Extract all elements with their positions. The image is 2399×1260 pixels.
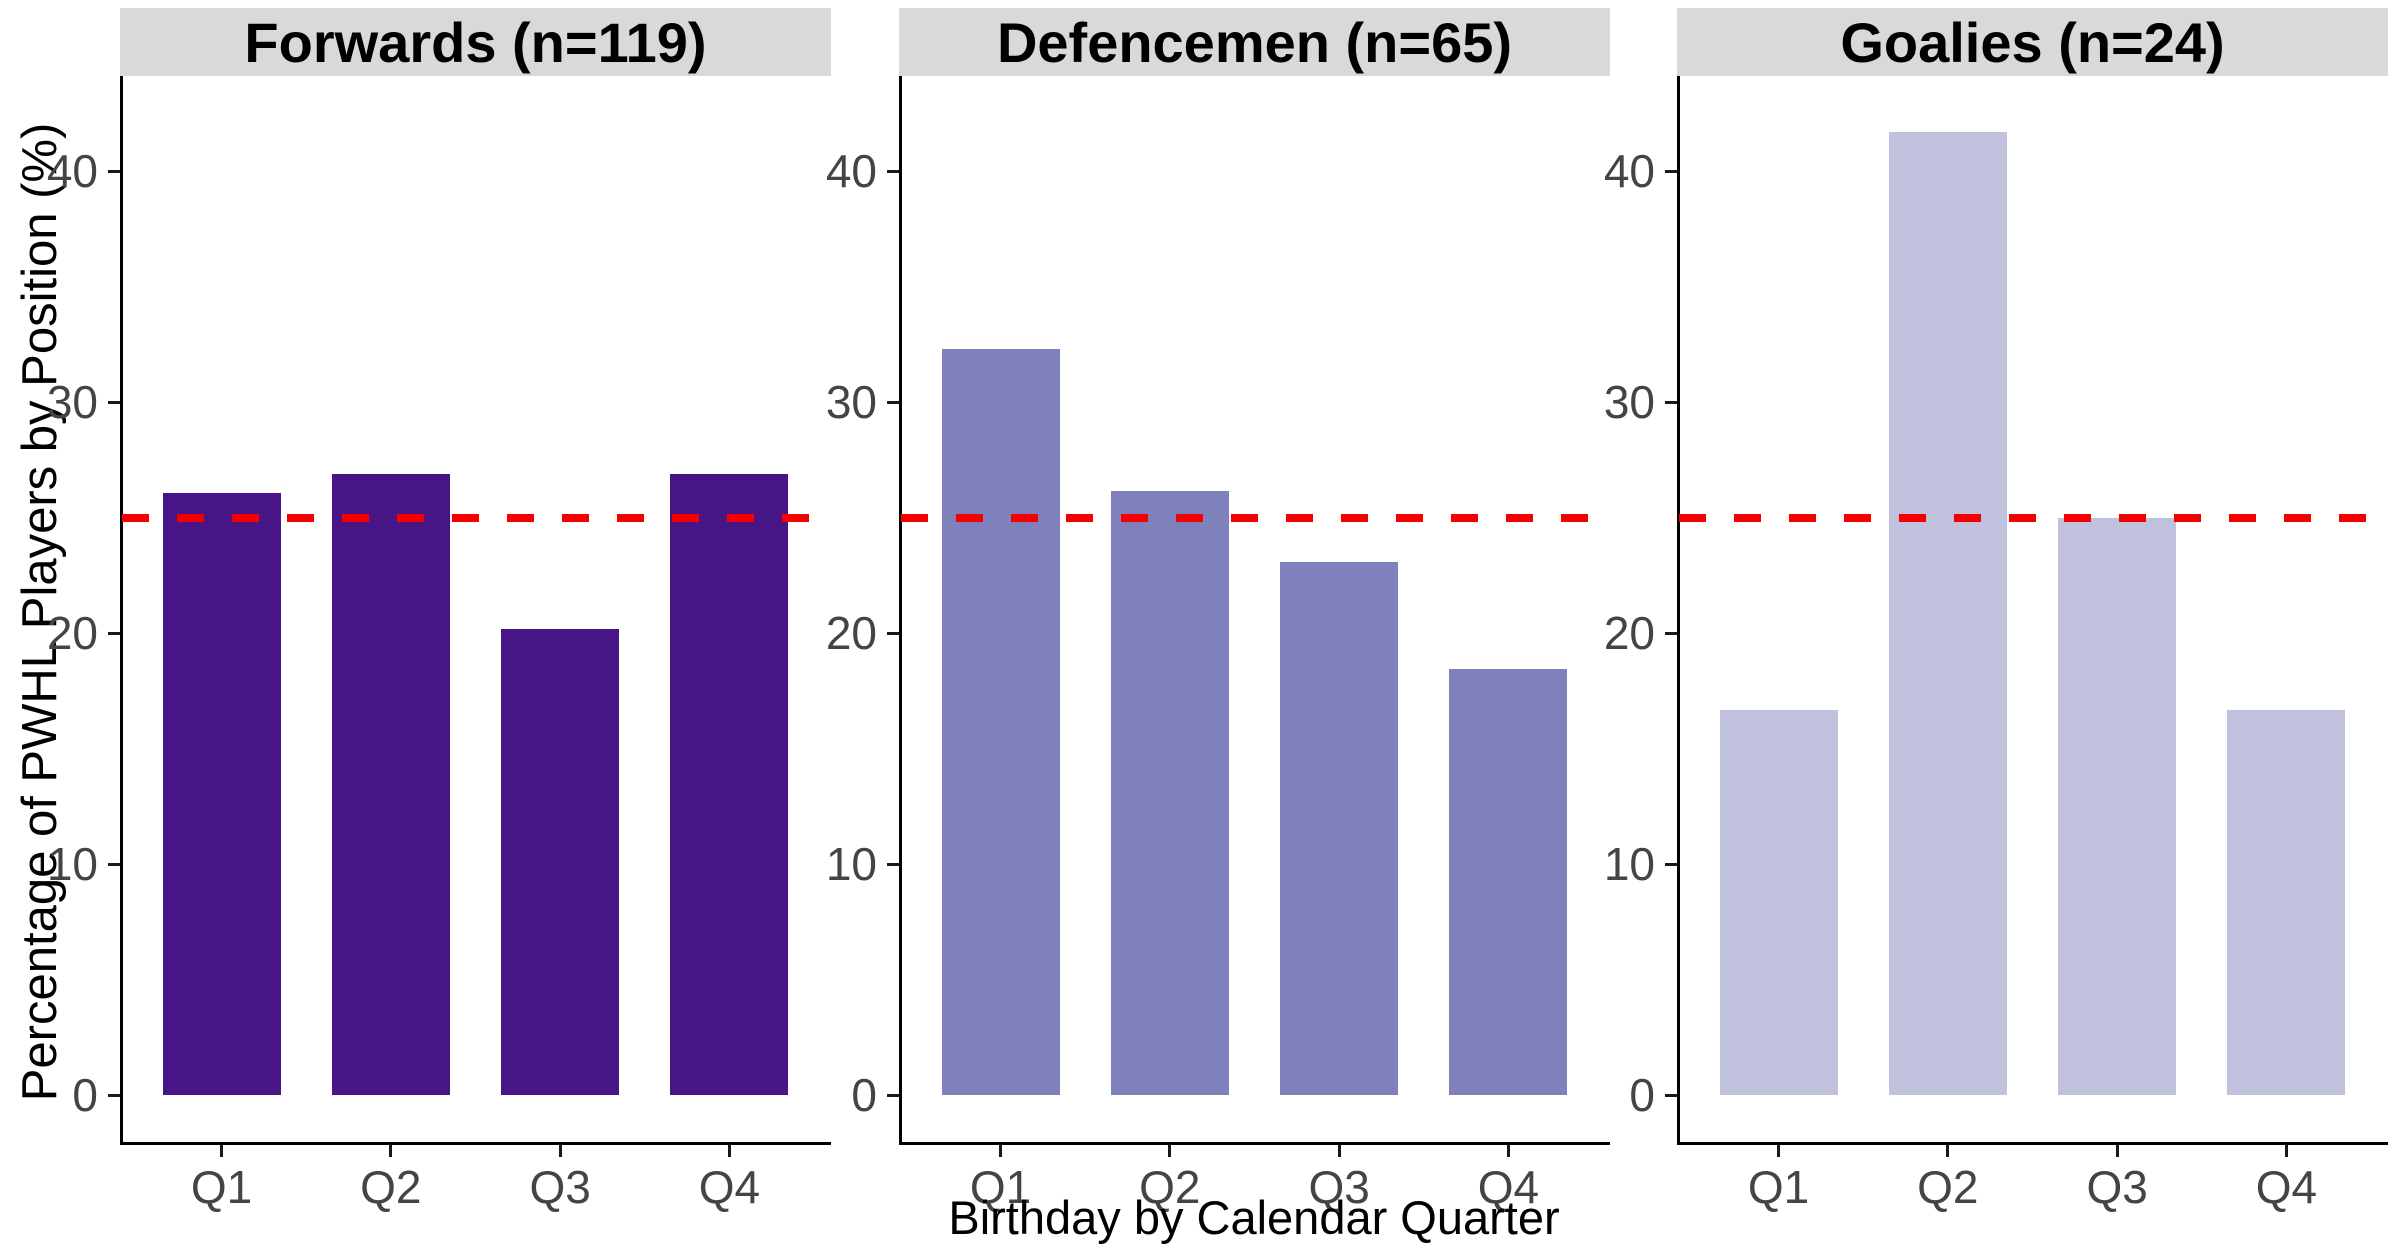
y-tick-label-30: 30 xyxy=(46,376,98,428)
bar-defencemen-q4 xyxy=(1449,668,1568,1095)
x-tick-label-q2: Q2 xyxy=(360,1161,422,1213)
x-tick-label-q3: Q3 xyxy=(529,1161,591,1213)
x-tick-label-q4: Q4 xyxy=(1477,1161,1540,1213)
facet-panel-forwards: Forwards (n=119) 0 10 20 30 40 Q1 Q2 Q3 Q4 xyxy=(47,0,831,1260)
bar-forwards-q2 xyxy=(331,473,450,1095)
y-tick-label-30: 30 xyxy=(1603,376,1655,428)
x-tick-q1 xyxy=(999,1145,1003,1157)
facet-panel-goalies: Goalies (n=24) 0 10 20 30 40 Q1 Q2 Q3 Q4 xyxy=(1604,0,2388,1260)
bar-goalies-q1 xyxy=(1719,709,1838,1095)
y-tick-20 xyxy=(1665,632,1677,635)
y-tick-label-10: 10 xyxy=(46,838,98,890)
reference-line-25pct xyxy=(901,513,1610,522)
x-tick-q2 xyxy=(1168,1145,1172,1157)
x-tick-label-q2: Q2 xyxy=(1139,1161,1201,1213)
y-tick-30 xyxy=(887,401,899,404)
y-tick-30 xyxy=(108,401,120,404)
x-axis-line xyxy=(120,1142,831,1145)
y-tick-label-40: 40 xyxy=(1603,145,1655,197)
x-tick-q3 xyxy=(2115,1145,2119,1157)
x-tick-label-q1: Q1 xyxy=(1747,1161,1810,1213)
y-tick-10 xyxy=(887,863,899,866)
x-tick-q4 xyxy=(1506,1145,1510,1157)
x-tick-q4 xyxy=(727,1145,731,1157)
x-tick-label-q3: Q3 xyxy=(1308,1161,1370,1213)
y-axis-line xyxy=(120,76,123,1145)
bar-forwards-q4 xyxy=(670,473,789,1095)
facet-strip-forwards: Forwards (n=119) xyxy=(120,8,831,76)
bar-forwards-q1 xyxy=(162,493,281,1095)
x-tick-q3 xyxy=(1337,1145,1341,1157)
y-tick-label-10: 10 xyxy=(825,838,877,890)
x-tick-label-q1: Q1 xyxy=(969,1161,1032,1213)
y-tick-40 xyxy=(108,170,120,173)
x-tick-q1 xyxy=(1777,1145,1781,1157)
x-axis-line xyxy=(899,1142,1610,1145)
y-tick-label-0: 0 xyxy=(72,1069,98,1121)
bar-goalies-q2 xyxy=(1888,132,2007,1095)
y-tick-label-40: 40 xyxy=(46,145,98,197)
x-tick-q2 xyxy=(389,1145,393,1157)
x-tick-label-q3: Q3 xyxy=(2086,1161,2148,1213)
y-tick-0 xyxy=(108,1094,120,1097)
y-tick-label-0: 0 xyxy=(1629,1069,1655,1121)
y-tick-10 xyxy=(108,863,120,866)
y-tick-label-0: 0 xyxy=(851,1069,877,1121)
x-tick-q4 xyxy=(2284,1145,2288,1157)
x-axis-line xyxy=(1677,1142,2388,1145)
reference-line-25pct xyxy=(1679,513,2388,522)
bar-defencemen-q3 xyxy=(1280,561,1399,1095)
y-tick-0 xyxy=(1665,1094,1677,1097)
facet-panel-defencemen: Defencemen (n=65) 0 10 20 30 40 Q1 Q2 Q3 Q4 xyxy=(826,0,1610,1260)
bar-goalies-q4 xyxy=(2227,709,2346,1095)
x-tick-label-q2: Q2 xyxy=(1917,1161,1979,1213)
y-tick-label-20: 20 xyxy=(46,607,98,659)
y-tick-label-30: 30 xyxy=(825,376,877,428)
y-axis-line xyxy=(899,76,902,1145)
y-tick-label-20: 20 xyxy=(1603,607,1655,659)
y-tick-0 xyxy=(887,1094,899,1097)
reference-line-25pct xyxy=(122,513,831,522)
bar-goalies-q3 xyxy=(2058,517,2177,1095)
y-tick-label-40: 40 xyxy=(825,145,877,197)
bar-forwards-q3 xyxy=(501,629,620,1095)
plot-area-goalies: 0 10 20 30 40 Q1 Q2 Q3 Q4 xyxy=(1604,76,2388,1213)
bar-defencemen-q2 xyxy=(1110,490,1229,1095)
x-tick-q3 xyxy=(558,1145,562,1157)
y-tick-label-20: 20 xyxy=(825,607,877,659)
y-axis-line xyxy=(1677,76,1680,1145)
x-tick-q1 xyxy=(220,1145,224,1157)
x-tick-label-q4: Q4 xyxy=(698,1161,761,1213)
x-tick-label-q1: Q1 xyxy=(190,1161,253,1213)
y-tick-20 xyxy=(108,632,120,635)
y-tick-10 xyxy=(1665,863,1677,866)
x-tick-q2 xyxy=(1946,1145,1950,1157)
y-tick-20 xyxy=(887,632,899,635)
y-tick-label-10: 10 xyxy=(1603,838,1655,890)
facet-strip-defencemen: Defencemen (n=65) xyxy=(899,8,1610,76)
x-axis-title: Birthday by Calendar Quarter xyxy=(948,1191,1560,1244)
y-tick-40 xyxy=(887,170,899,173)
plot-area-forwards: 0 10 20 30 40 Q1 Q2 Q3 Q4 xyxy=(47,76,831,1213)
y-tick-40 xyxy=(1665,170,1677,173)
y-tick-30 xyxy=(1665,401,1677,404)
bar-defencemen-q1 xyxy=(941,348,1060,1095)
facet-strip-goalies: Goalies (n=24) xyxy=(1677,8,2388,76)
x-tick-label-q4: Q4 xyxy=(2255,1161,2318,1213)
plot-area-defencemen: 0 10 20 30 40 Q1 Q2 Q3 Q4 xyxy=(826,76,1610,1213)
